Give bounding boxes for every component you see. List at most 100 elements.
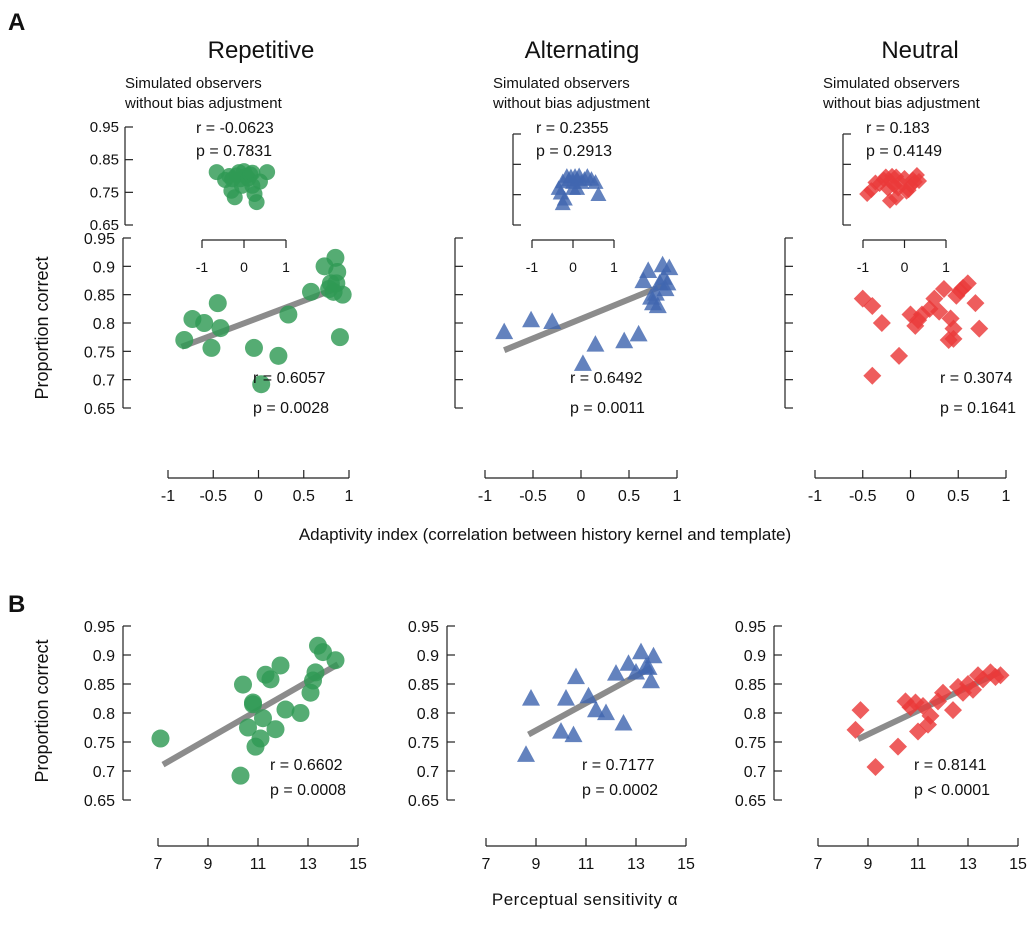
panel-a-repetitive-inset-p-stat: p = 0.7831 <box>196 143 272 160</box>
panel-a-neutral-point <box>970 319 989 338</box>
panel-b-alternating-y-tick-label: 0.8 <box>417 706 439 723</box>
panel-a-repetitive-y-tick-label: 0.65 <box>84 401 115 418</box>
panel-a-alternating-inset-p-stat: p = 0.2913 <box>536 143 612 160</box>
panel-a-repetitive-point <box>252 375 271 394</box>
panel-b-neutral-point <box>851 701 870 720</box>
panel-b-repetitive-y-tick-label: 0.7 <box>93 764 115 781</box>
panel-a-repetitive-inset-y-tick-label: 0.65 <box>90 217 119 234</box>
inset-caption-alternating-line1: Simulated observers <box>493 75 630 92</box>
panel-a-repetitive-inset-point <box>226 189 243 206</box>
panel-a-alternating-inset-x-tick-label: 1 <box>610 259 618 275</box>
panel-b-alternating-point <box>587 700 605 718</box>
panel-a-neutral-inset-x-tick-label: -1 <box>857 259 870 275</box>
panel-b-neutral-point <box>889 737 907 756</box>
panel-b-repetitive-y-tick-label: 0.85 <box>84 677 115 694</box>
panel-b-repetitive-x-tick-label: 11 <box>250 856 267 873</box>
panel-a-neutral-inset-x-tick-label: 0 <box>901 259 909 275</box>
panel-a-neutral-point <box>966 294 985 313</box>
panel-a-alternating-x-tick-label: -1 <box>478 488 492 505</box>
panel-b-neutral-point <box>934 683 952 702</box>
panel-b-repetitive-point <box>244 693 262 712</box>
panel-a-repetitive-inset-r-stat: r = -0.0623 <box>196 120 274 137</box>
panel-a-neutral-point <box>934 280 953 298</box>
panel-a-repetitive-point <box>269 346 288 365</box>
panel-b-alternating-point <box>644 646 663 664</box>
panel-a-repetitive-p-stat: p = 0.0028 <box>253 400 329 417</box>
panel-a-repetitive-y-tick-label: 0.9 <box>93 259 115 276</box>
panel-b-repetitive-point <box>231 766 250 785</box>
panel-a-repetitive-point <box>175 331 194 349</box>
panel-a-repetitive-inset-x-tick-label: 0 <box>240 259 248 275</box>
panel-a-alternating-point <box>615 331 634 349</box>
panel-a-repetitive-point <box>195 314 214 332</box>
panel-b-repetitive-point <box>326 651 345 670</box>
column-title-neutral: Neutral <box>881 37 958 64</box>
inset-caption-neutral-line2: without bias adjustment <box>822 95 981 112</box>
panel-a-neutral-x-tick-label: 0.5 <box>947 488 969 505</box>
panel-a-alternating-p-stat: p = 0.0011 <box>570 400 645 417</box>
panel-a-repetitive-point <box>301 282 320 301</box>
panel-b-neutral-x-tick-label: 13 <box>959 856 977 873</box>
panel-b-neutral-point <box>991 666 1010 685</box>
panel-b-alternating-y-tick-label: 0.95 <box>408 619 439 636</box>
panel-a-alternating-point <box>634 271 653 289</box>
panel-b-neutral-x-tick-label: 7 <box>814 856 823 873</box>
panel-a-alternating-point <box>573 354 592 371</box>
panel-b-alternating-y-tick-label: 0.85 <box>408 677 439 694</box>
panel-a-repetitive-point <box>208 294 227 313</box>
panel-a-repetitive-inset-y-tick-label: 0.85 <box>90 152 119 169</box>
panel-a-repetitive-inset-point <box>244 177 261 194</box>
panel-b-neutral-y-tick-label: 0.95 <box>735 619 766 636</box>
panel-a-alternating-inset-point <box>569 180 586 195</box>
panel-a-alternating-point <box>646 284 665 301</box>
panel-a-alternating-point <box>586 335 605 352</box>
panel-a-neutral-inset-x-tick-label: 1 <box>942 259 950 275</box>
panel-b-alternating-x-tick-label: 13 <box>627 856 645 873</box>
panel-a-alternating-point <box>660 258 679 276</box>
panel-a-alternating-inset-point <box>587 174 604 189</box>
panel-b-neutral-x-tick-label: 11 <box>910 856 927 873</box>
panel-b-repetitive-point <box>276 700 295 719</box>
panel-b-repetitive-point <box>306 663 325 682</box>
panel-a-neutral-point <box>863 297 882 315</box>
panel-b-neutral-point <box>866 757 885 776</box>
panel-b-neutral-y-tick-label: 0.85 <box>735 677 766 694</box>
panel-b-repetitive-x-tick-label: 7 <box>154 856 163 873</box>
panel-a-neutral-inset-point <box>898 183 915 200</box>
panel-a-alternating-x-tick-label: 0 <box>577 488 586 505</box>
panel-a-repetitive-r-stat: r = 0.6057 <box>253 370 326 387</box>
panel-label-b: B <box>8 591 25 618</box>
panel-a-repetitive-point <box>333 285 352 304</box>
panel-a-alternating-point <box>495 322 514 340</box>
panel-a-neutral-point <box>890 346 909 365</box>
panel-b-neutral-x-tick-label: 9 <box>864 856 873 873</box>
panel-b-repetitive-point <box>234 675 252 694</box>
panel-a-neutral-x-tick-label: -1 <box>808 488 822 505</box>
panel-a-alternating-inset-x-tick-label: 0 <box>569 259 577 275</box>
panel-b-alternating-point <box>552 722 570 739</box>
y-axis-label-b: Proportion correct <box>32 639 52 782</box>
panel-a-neutral-inset-r-stat: r = 0.183 <box>866 120 930 137</box>
panel-a-neutral-inset-point <box>911 173 928 190</box>
panel-a-repetitive-point <box>326 248 345 267</box>
panel-b-neutral-y-tick-label: 0.7 <box>744 764 766 781</box>
panel-b-alternating-y-tick-label: 0.65 <box>408 793 439 810</box>
panel-b-repetitive-point <box>254 709 272 728</box>
panel-a-neutral-p-stat: p = 0.1641 <box>940 400 1016 417</box>
panel-a-neutral-point <box>863 366 882 385</box>
panel-b-neutral-y-tick-label: 0.8 <box>744 706 766 723</box>
panel-b-repetitive-y-tick-label: 0.95 <box>84 619 115 636</box>
panel-a-neutral-inset-p-stat: p = 0.4149 <box>866 143 942 160</box>
panel-a-neutral-inset-point <box>888 189 905 206</box>
panel-a-alternating-x-tick-label: -0.5 <box>519 488 547 505</box>
panel-b-alternating-point <box>642 671 660 689</box>
x-axis-label-b: Perceptual sensitivity α <box>492 890 678 909</box>
panel-a-repetitive-inset-x-tick-label: 1 <box>282 259 290 275</box>
panel-a-repetitive-inset-y-tick-label: 0.95 <box>90 119 119 136</box>
panel-a-repetitive-point <box>330 328 349 347</box>
panel-b-alternating-x-tick-label: 7 <box>482 856 491 873</box>
panel-b-alternating-y-tick-label: 0.75 <box>408 735 439 752</box>
panel-b-repetitive-y-tick-label: 0.65 <box>84 793 115 810</box>
panel-a-alternating-inset-x-tick-label: -1 <box>526 259 539 275</box>
panel-a-repetitive-y-tick-label: 0.8 <box>93 316 115 333</box>
